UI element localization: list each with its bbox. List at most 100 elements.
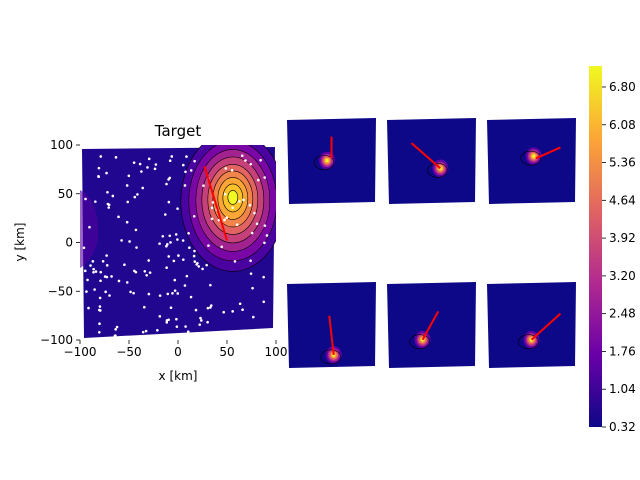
- station-marker: [235, 223, 239, 227]
- station-marker: [171, 291, 174, 295]
- contour-line: [207, 164, 259, 235]
- panel-field: [487, 282, 576, 368]
- station-marker: [198, 323, 202, 326]
- station-marker: [143, 305, 146, 309]
- station-marker: [183, 284, 187, 287]
- station-marker: [92, 267, 95, 271]
- station-marker: [107, 206, 111, 209]
- station-marker: [249, 259, 252, 263]
- station-marker: [210, 206, 214, 210]
- station-marker: [101, 259, 105, 263]
- station-marker: [231, 310, 234, 313]
- target-hotspot: [180, 145, 276, 272]
- station-marker: [98, 322, 101, 325]
- station-marker: [200, 319, 203, 322]
- station-marker: [175, 317, 178, 321]
- station-marker: [242, 329, 246, 333]
- colorbar: 0.32 1.04 1.76 2.48 3.20 3.92 4.64 5.36 6.08 6.80: [589, 66, 636, 434]
- contour-line: [217, 177, 249, 220]
- station-marker: [129, 290, 132, 294]
- station-marker: [231, 206, 234, 210]
- station-marker: [125, 281, 129, 284]
- panel-contour: [520, 150, 542, 166]
- station-marker: [255, 222, 259, 226]
- station-marker: [103, 275, 107, 278]
- station-marker: [144, 329, 148, 333]
- panel-background: [287, 282, 376, 368]
- station-marker: [97, 166, 101, 170]
- x-tick-label: 0: [174, 345, 182, 359]
- station-marker: [136, 193, 139, 196]
- colorbar-tick-label: 6.80: [609, 80, 636, 94]
- contour-line: [188, 145, 276, 262]
- station-marker: [166, 292, 170, 296]
- station-marker: [251, 286, 254, 290]
- prediction-panels: [287, 118, 576, 368]
- panel-field: [287, 118, 376, 204]
- contour-line: [180, 145, 276, 272]
- station-marker: [97, 308, 101, 312]
- station-marker: [143, 269, 147, 273]
- station-marker: [195, 263, 198, 266]
- station-marker: [189, 169, 193, 172]
- station-marker: [183, 184, 187, 187]
- station-marker: [201, 267, 204, 271]
- station-marker: [165, 266, 168, 269]
- station-marker: [148, 271, 152, 274]
- station-marker: [163, 213, 167, 216]
- station-marker: [105, 264, 109, 267]
- station-marker: [233, 260, 237, 263]
- station-marker: [94, 270, 98, 273]
- station-marker: [141, 186, 145, 190]
- station-marker: [207, 244, 210, 247]
- x-tick-label: 50: [219, 345, 234, 359]
- station-marker: [252, 315, 255, 319]
- station-marker: [224, 167, 228, 170]
- x-tick-label: −50: [116, 345, 141, 359]
- panel-contour: [320, 349, 342, 365]
- station-marker: [85, 290, 88, 293]
- station-marker: [244, 159, 247, 162]
- panel-field: [287, 282, 376, 368]
- station-marker: [110, 275, 113, 278]
- station-marker: [181, 239, 185, 242]
- station-marker: [132, 291, 135, 295]
- station-marker: [230, 168, 234, 172]
- target-axes: −100−100 −50 −50 0 0 50 50 100 100: [40, 138, 287, 359]
- station-marker: [194, 308, 198, 312]
- station-marker: [210, 217, 214, 221]
- station-marker: [99, 279, 102, 283]
- station-marker: [265, 234, 269, 237]
- station-marker: [107, 203, 111, 207]
- panel-contour: [313, 155, 335, 170]
- station-marker: [189, 295, 193, 299]
- x-tick-label: −100: [64, 345, 97, 359]
- station-marker: [125, 184, 129, 187]
- station-marker: [147, 157, 151, 161]
- colorbar-tick-label: 0.32: [609, 420, 636, 434]
- station-marker: [185, 155, 188, 158]
- station-marker: [138, 162, 142, 166]
- station-marker: [193, 159, 196, 163]
- station-marker: [166, 242, 169, 246]
- station-marker: [185, 274, 189, 278]
- station-marker: [98, 305, 102, 308]
- station-marker: [184, 325, 187, 328]
- station-marker: [158, 315, 162, 318]
- station-marker: [83, 269, 87, 273]
- station-marker: [176, 207, 179, 210]
- station-marker: [187, 231, 190, 235]
- station-marker: [209, 283, 212, 287]
- hotspot-level: [227, 190, 238, 205]
- panel-red-segment: [535, 146, 561, 160]
- colorbar-tick-label: 4.64: [609, 193, 636, 207]
- station-marker: [92, 271, 95, 274]
- station-marker: [209, 304, 213, 307]
- station-marker: [168, 234, 172, 238]
- station-marker: [82, 246, 86, 250]
- station-marker: [176, 292, 180, 295]
- station-marker: [202, 184, 205, 187]
- panel-contour: [518, 334, 539, 350]
- station-marker: [99, 270, 103, 274]
- station-marker: [134, 270, 138, 274]
